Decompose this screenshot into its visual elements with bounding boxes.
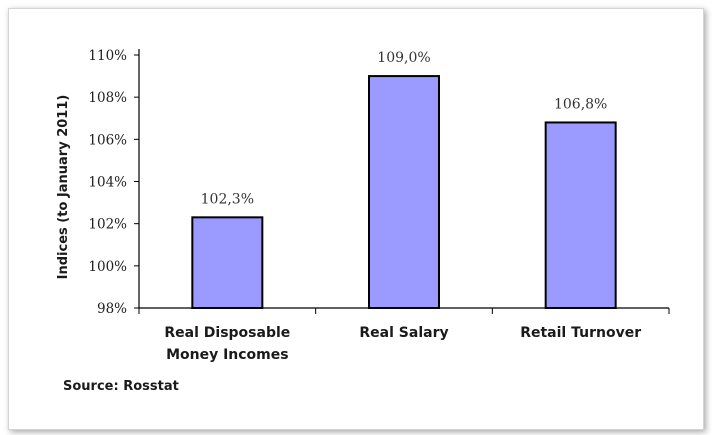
category-label: Real Disposable xyxy=(164,325,290,341)
y-tick-label: 106% xyxy=(88,132,127,148)
bar xyxy=(544,121,617,310)
data-label: 109,0% xyxy=(377,50,430,66)
category-label: Money Incomes xyxy=(166,347,289,363)
y-axis-title: Indices (to January 2011) xyxy=(56,95,71,280)
y-tick-label: 102% xyxy=(88,217,127,233)
bar xyxy=(368,75,440,310)
category-label: Real Salary xyxy=(359,325,448,341)
y-tick-label: 108% xyxy=(88,90,127,106)
data-label: 102,3% xyxy=(201,191,254,207)
y-tick-label: 98% xyxy=(97,301,127,317)
category-label: Retail Turnover xyxy=(520,325,641,341)
bar-chart: 102,3% Real Disposable Money Incomes 109,0%… xyxy=(56,48,670,363)
y-tick-label: 100% xyxy=(88,259,127,275)
y-tick-label: 110% xyxy=(88,48,127,64)
source-note: Source: Rosstat xyxy=(63,379,179,394)
data-label: 106,8% xyxy=(554,96,607,112)
bar xyxy=(191,216,264,309)
y-tick-label: 104% xyxy=(88,175,127,191)
chart-frame: 102,3% Real Disposable Money Incomes 109,0%… xyxy=(8,8,704,430)
